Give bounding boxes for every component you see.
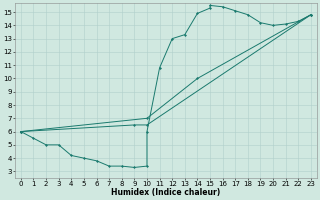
- X-axis label: Humidex (Indice chaleur): Humidex (Indice chaleur): [111, 188, 220, 197]
